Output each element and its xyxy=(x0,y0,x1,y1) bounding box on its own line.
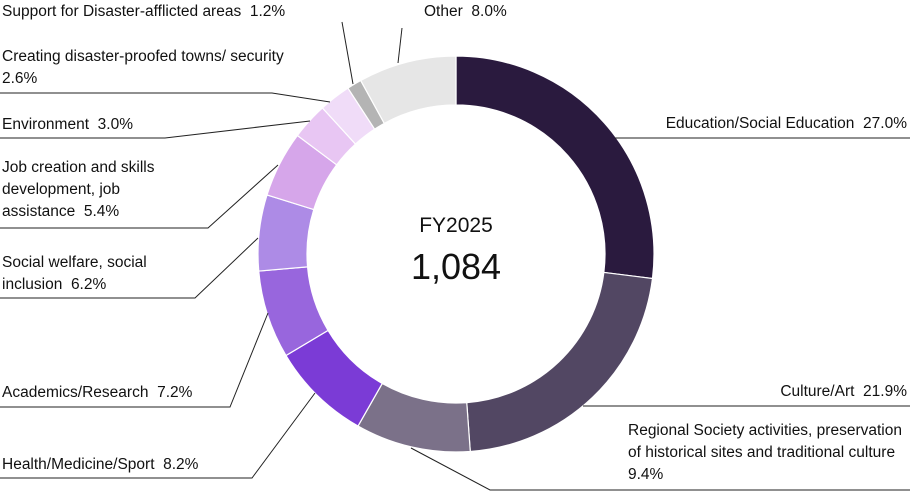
leader-line-7 xyxy=(0,392,316,479)
leader-line-2 xyxy=(0,92,331,103)
label-regional: Regional Society activities, preservatio… xyxy=(628,422,902,483)
leader-line-1 xyxy=(397,27,403,64)
label-other: Other 8.0% xyxy=(424,3,507,20)
slice-10 xyxy=(359,55,457,125)
leader-line-5 xyxy=(0,237,259,299)
label-academics: Academics/Research 7.2% xyxy=(2,384,193,401)
label-health: Health/Medicine/Sport 8.2% xyxy=(2,456,199,473)
center-title: FY2025 xyxy=(419,214,493,237)
leader-line-4 xyxy=(0,164,279,229)
leader-line-3 xyxy=(0,120,311,139)
label-education: Education/Social Education 27.0% xyxy=(665,115,907,132)
leader-line-6 xyxy=(0,312,269,408)
slice-1 xyxy=(466,271,654,453)
label-support: Support for Disaster-afflicted areas 1.2… xyxy=(2,3,286,20)
center-value: 1,084 xyxy=(410,246,502,287)
label-disaster-proofed: Creating disaster-proofed towns/ securit… xyxy=(2,48,284,87)
label-environment: Environment 3.0% xyxy=(2,116,133,133)
label-social-welfare: Social welfare, social inclusion 6.2% xyxy=(2,254,147,293)
label-job-creation: Job creation and skills development, job… xyxy=(2,159,155,220)
leader-line-0 xyxy=(341,21,354,85)
label-culture: Culture/Art 21.9% xyxy=(780,383,907,400)
leader-line-10 xyxy=(410,447,910,491)
